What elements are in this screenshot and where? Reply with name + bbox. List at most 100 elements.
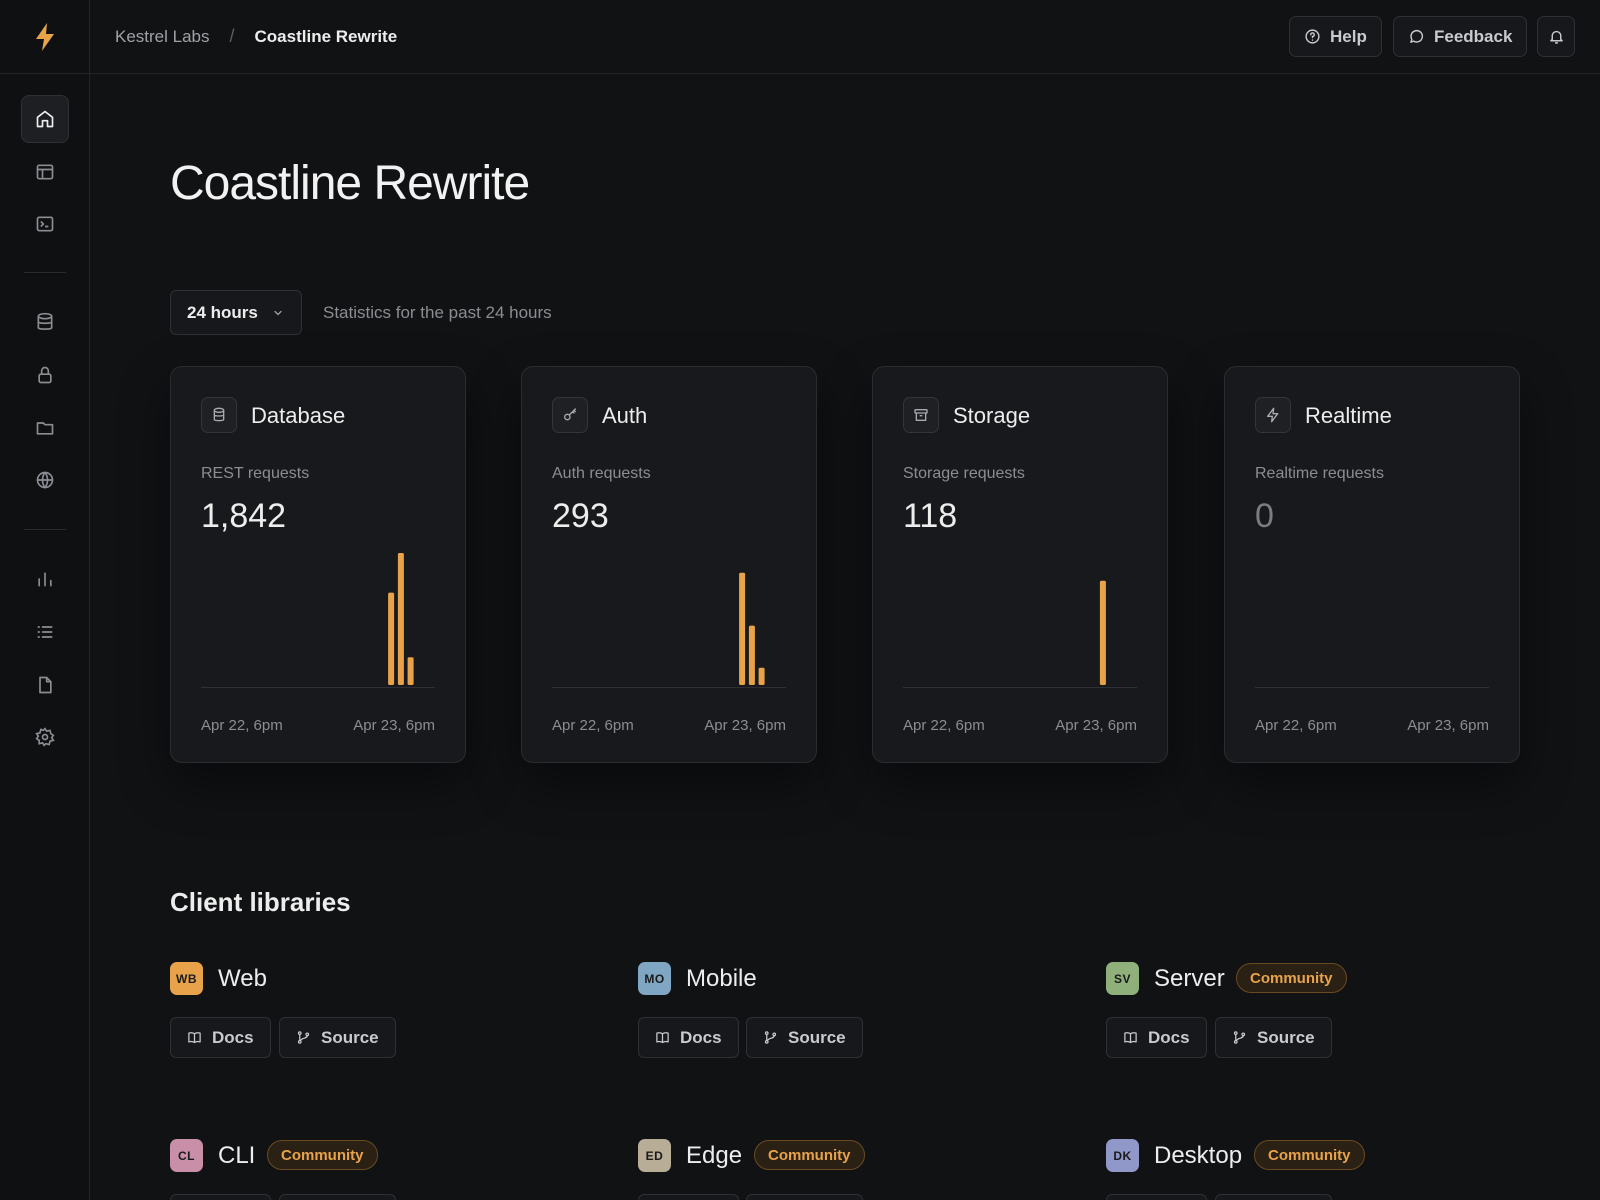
library-badge: WB xyxy=(170,962,203,995)
source-button[interactable]: Source xyxy=(279,1194,396,1200)
card-icon-frame xyxy=(1255,397,1291,433)
source-button[interactable]: Source xyxy=(746,1017,863,1058)
sidebar-divider xyxy=(24,272,66,273)
docs-label: Docs xyxy=(212,1027,254,1047)
sidebar-item-home[interactable] xyxy=(21,95,69,143)
feedback-button[interactable]: Feedback xyxy=(1393,16,1528,57)
chart-axis-start: Apr 22, 6pm xyxy=(1255,717,1337,734)
docs-button[interactable]: Docs xyxy=(1106,1194,1207,1200)
breadcrumb-org[interactable]: Kestrel Labs xyxy=(115,26,210,46)
requests-chart xyxy=(201,553,435,688)
source-button[interactable]: Source xyxy=(1215,1194,1332,1200)
chart-bar xyxy=(748,625,755,685)
stat-card-auth[interactable]: Auth Auth requests 293 Apr 22, 6pm Apr 2… xyxy=(521,366,817,763)
lock-icon xyxy=(38,366,52,384)
card-metric-value: 293 xyxy=(552,497,609,535)
source-button[interactable]: Source xyxy=(279,1017,396,1058)
library-server: SV Server Community Docs Source xyxy=(1106,962,1526,1082)
library-name: Server xyxy=(1154,965,1225,992)
card-title: Storage xyxy=(953,403,1031,428)
sidebar-item-database[interactable] xyxy=(21,298,69,346)
bolt-logo-icon xyxy=(35,22,54,51)
stat-card-storage[interactable]: Storage Storage requests 118 Apr 22, 6pm… xyxy=(872,366,1168,763)
library-cli: CL CLI Community Docs Source xyxy=(170,1139,590,1200)
git-branch-icon xyxy=(297,1031,310,1044)
breadcrumb: Kestrel Labs / Coastline Rewrite xyxy=(115,26,397,47)
docs-button[interactable]: Docs xyxy=(170,1194,271,1200)
main-content: Coastline Rewrite 24 hours Statistics fo… xyxy=(90,74,1600,1200)
library-edge: ED Edge Community Docs Source xyxy=(638,1139,1058,1200)
library-badge: MO xyxy=(638,962,671,995)
gear-icon xyxy=(35,727,55,747)
library-web: WB Web Docs Source xyxy=(170,962,590,1082)
chevron-down-icon xyxy=(274,310,282,315)
sidebar-item-docs[interactable] xyxy=(21,661,69,709)
card-metric-label: REST requests xyxy=(201,465,310,482)
help-button[interactable]: Help xyxy=(1289,16,1382,57)
library-mobile: MO Mobile Docs Source xyxy=(638,962,1058,1082)
chart-axis-end: Apr 23, 6pm xyxy=(353,717,435,734)
source-button[interactable]: Source xyxy=(746,1194,863,1200)
help-label: Help xyxy=(1330,26,1367,46)
help-circle-icon xyxy=(1305,29,1320,44)
requests-chart xyxy=(903,580,1137,688)
key-icon xyxy=(564,408,576,421)
docs-button[interactable]: Docs xyxy=(170,1017,271,1058)
breadcrumb-project[interactable]: Coastline Rewrite xyxy=(254,26,398,46)
chart-bar xyxy=(758,667,765,685)
period-caption: Statistics for the past 24 hours xyxy=(323,303,552,322)
library-name: Edge xyxy=(686,1142,743,1169)
stat-card-realtime[interactable]: Realtime Realtime requests 0 Apr 22, 6pm… xyxy=(1224,366,1520,763)
feedback-label: Feedback xyxy=(1434,26,1513,46)
bell-icon xyxy=(1549,30,1563,44)
breadcrumb-separator: / xyxy=(229,26,235,46)
sidebar-item-storage[interactable] xyxy=(21,404,69,452)
file-icon xyxy=(39,676,52,694)
card-metric-value: 0 xyxy=(1255,497,1274,535)
sidebar-item-edge[interactable] xyxy=(21,456,69,504)
period-select[interactable]: 24 hours xyxy=(170,290,302,335)
card-metric-value: 1,842 xyxy=(201,497,287,535)
library-badge: DK xyxy=(1106,1139,1139,1172)
community-badge: Community xyxy=(754,1140,865,1170)
message-circle-icon xyxy=(1410,29,1424,43)
logo[interactable] xyxy=(0,0,89,74)
card-icon-frame xyxy=(552,397,588,433)
notifications-button[interactable] xyxy=(1537,16,1575,57)
source-label: Source xyxy=(788,1027,846,1047)
community-badge: Community xyxy=(267,1140,378,1170)
stat-card-database[interactable]: Database REST requests 1,842 Apr 22, 6pm… xyxy=(170,366,466,763)
library-name: Mobile xyxy=(686,965,757,992)
sidebar-item-reports[interactable] xyxy=(21,555,69,603)
card-title: Database xyxy=(251,403,346,428)
docs-button[interactable]: Docs xyxy=(638,1194,739,1200)
period-select-value: 24 hours xyxy=(187,302,258,322)
source-label: Source xyxy=(1257,1027,1315,1047)
chart-bar xyxy=(739,572,746,685)
sidebar-item-table-editor[interactable] xyxy=(21,148,69,196)
git-branch-icon xyxy=(764,1031,777,1044)
library-desktop: DK Desktop Community Docs Source xyxy=(1106,1139,1526,1200)
chart-axis-start: Apr 22, 6pm xyxy=(552,717,634,734)
page-title: Coastline Rewrite xyxy=(170,157,530,210)
sidebar-item-logs[interactable] xyxy=(21,608,69,656)
sidebar-item-settings[interactable] xyxy=(21,713,69,761)
chart-axis-end: Apr 23, 6pm xyxy=(704,717,786,734)
docs-button[interactable]: Docs xyxy=(638,1017,739,1058)
chart-bar xyxy=(407,657,414,685)
sidebar-item-sql-editor[interactable] xyxy=(21,200,69,248)
library-badge: CL xyxy=(170,1139,203,1172)
library-name: CLI xyxy=(218,1142,256,1169)
library-badge: SV xyxy=(1106,962,1139,995)
docs-button[interactable]: Docs xyxy=(1106,1017,1207,1058)
card-title: Realtime xyxy=(1305,403,1392,428)
card-title: Auth xyxy=(602,403,648,428)
docs-label: Docs xyxy=(1148,1027,1190,1047)
terminal-icon xyxy=(36,216,54,232)
globe-icon xyxy=(36,471,54,489)
archive-icon xyxy=(914,409,928,421)
source-button[interactable]: Source xyxy=(1215,1017,1332,1058)
sidebar-item-auth[interactable] xyxy=(21,351,69,399)
book-icon xyxy=(656,1032,669,1044)
